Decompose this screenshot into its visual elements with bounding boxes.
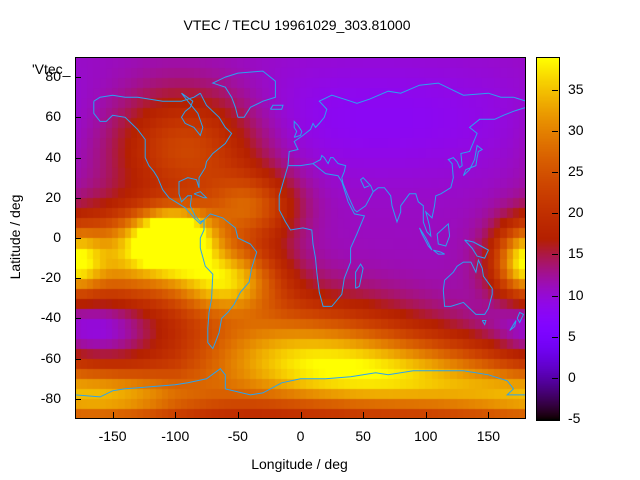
x-tick-label: 150 bbox=[476, 428, 501, 444]
x-tick-mark bbox=[112, 412, 114, 418]
x-tick-label: 0 bbox=[296, 428, 305, 444]
coastline-7 bbox=[372, 106, 526, 238]
colorbar-tick-mark bbox=[552, 89, 558, 91]
y-tick-mark bbox=[75, 398, 81, 400]
x-tick-mark bbox=[237, 412, 239, 418]
key-label: 'Vtec_ bbox=[32, 61, 71, 77]
y-tick-mark bbox=[75, 117, 81, 119]
x-tick-mark bbox=[363, 412, 365, 418]
coastline-16 bbox=[432, 249, 445, 255]
heatmap-area bbox=[75, 57, 526, 419]
coastline-14 bbox=[355, 263, 364, 289]
x-tick-mark bbox=[175, 412, 177, 418]
coastline-19 bbox=[516, 311, 525, 324]
coastline-9 bbox=[75, 368, 526, 398]
x-tick-label: -150 bbox=[98, 428, 127, 444]
coastline-15 bbox=[419, 227, 433, 251]
coastline-6 bbox=[312, 154, 374, 213]
colorbar-tick-label: 35 bbox=[568, 80, 584, 97]
coastline-overlay bbox=[75, 70, 526, 398]
coastline-23 bbox=[193, 191, 208, 199]
colorbar-tick-mark bbox=[552, 131, 558, 133]
coastline-2 bbox=[93, 101, 201, 225]
y-tick-mark bbox=[75, 318, 81, 320]
colorbar-tick-mark bbox=[552, 377, 558, 379]
colorbar-tick-label: 25 bbox=[568, 163, 584, 180]
vtec-heatmap bbox=[75, 57, 526, 419]
y-tick-label: 0 bbox=[53, 229, 61, 245]
colorbar-tick-mark bbox=[552, 419, 558, 420]
colorbar-tick-label: 30 bbox=[568, 122, 584, 139]
y-tick-label: 60 bbox=[45, 108, 61, 125]
coastline-8 bbox=[442, 258, 493, 315]
coastline-21 bbox=[481, 320, 487, 326]
y-tick-mark bbox=[75, 278, 81, 280]
colorbar-tick-label: 5 bbox=[568, 327, 576, 344]
coastline-4 bbox=[278, 163, 366, 307]
x-tick-mark bbox=[425, 412, 427, 418]
coastline-10 bbox=[211, 70, 276, 118]
colorbar-tick-label: 15 bbox=[568, 245, 584, 262]
x-tick-mark bbox=[300, 412, 302, 418]
x-tick-mark bbox=[488, 412, 490, 418]
colorbar-tick-mark bbox=[552, 336, 558, 338]
y-tick-mark bbox=[75, 157, 81, 159]
colorbar-tick-label: 0 bbox=[568, 368, 576, 385]
y-tick-label: -40 bbox=[40, 309, 61, 326]
colorbar bbox=[536, 57, 560, 421]
colorbar-tick-label: -5 bbox=[568, 410, 581, 426]
colorbar-tick-mark bbox=[552, 213, 558, 215]
y-tick-label: 80 bbox=[45, 68, 61, 85]
x-tick-label: -100 bbox=[161, 428, 190, 444]
colorbar-tick-mark bbox=[552, 172, 558, 174]
x-tick-label: 100 bbox=[414, 428, 438, 444]
colorbar-tick-mark bbox=[552, 295, 558, 297]
y-tick-label: -80 bbox=[40, 389, 61, 406]
y-tick-label: -20 bbox=[40, 269, 61, 286]
coastline-1 bbox=[178, 92, 233, 225]
coastline-18 bbox=[464, 239, 490, 259]
y-tick-mark bbox=[75, 238, 81, 239]
colorbar-tick-mark bbox=[552, 254, 558, 256]
y-tick-label: 40 bbox=[45, 148, 61, 165]
x-tick-label: -50 bbox=[227, 428, 248, 444]
coastline-11 bbox=[180, 92, 204, 137]
y-tick-mark bbox=[75, 197, 81, 199]
coastline-3 bbox=[199, 213, 258, 350]
colorbar-tick-label: 10 bbox=[568, 286, 584, 303]
y-tick-mark bbox=[75, 358, 81, 360]
x-axis-label: Longitude / deg bbox=[251, 456, 348, 472]
y-tick-mark bbox=[75, 77, 81, 79]
coastline-20 bbox=[509, 320, 517, 331]
chart-title: VTEC / TECU 19961029_303.81000 bbox=[183, 17, 411, 33]
coastline-13 bbox=[462, 144, 484, 177]
coastline-22 bbox=[269, 104, 284, 110]
y-tick-label: 20 bbox=[45, 188, 61, 205]
coastline-17 bbox=[436, 222, 451, 247]
coastline-12 bbox=[293, 120, 303, 138]
coastline-5 bbox=[287, 82, 526, 166]
y-tick-label: -60 bbox=[40, 349, 61, 366]
coastline-0 bbox=[93, 92, 201, 102]
x-tick-label: 50 bbox=[355, 428, 371, 444]
colorbar-tick-label: 20 bbox=[568, 204, 584, 221]
y-axis-label: Latitude / deg bbox=[7, 194, 23, 280]
